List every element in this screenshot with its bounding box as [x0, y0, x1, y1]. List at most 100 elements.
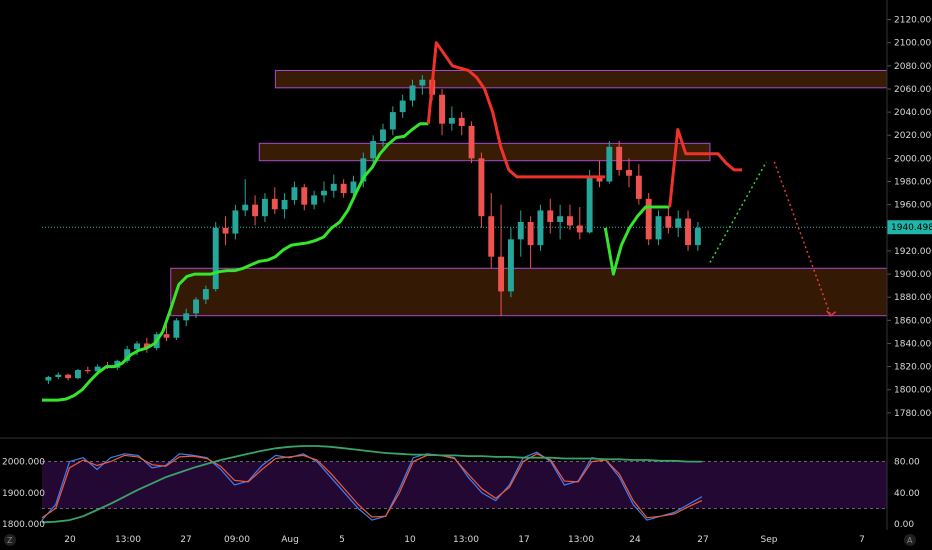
- price-tick-label: 1800.000: [894, 386, 932, 396]
- candles-layer: [45, 75, 701, 384]
- price-tick-label: 2080.000: [894, 62, 932, 72]
- price-tick-label: 2020.000: [894, 131, 932, 141]
- projection-up-line: [709, 161, 767, 263]
- candle-body: [350, 181, 357, 194]
- time-tick-label: 27: [697, 535, 708, 545]
- candle-body: [409, 85, 416, 101]
- candle-body: [527, 222, 534, 246]
- candle-body: [212, 227, 219, 290]
- price-tick-label: 1840.000: [894, 339, 932, 349]
- zone-support: [170, 267, 888, 317]
- price-tick-label: 2120.000: [894, 16, 932, 26]
- price-tick-label: 2040.000: [894, 108, 932, 118]
- price-tick-label: 1920.000: [894, 247, 932, 257]
- time-tick-label: 5: [339, 535, 345, 545]
- time-tick-label: Aug: [281, 535, 299, 545]
- candle-body: [75, 370, 81, 379]
- candle-body: [635, 175, 642, 199]
- oscillator-tick-label: 40.00: [894, 489, 920, 499]
- price-tick-label: 1900.000: [894, 270, 932, 280]
- candle-body: [507, 239, 514, 292]
- candle-body: [576, 225, 583, 233]
- candle-body: [65, 374, 72, 379]
- time-tick-label: Sep: [761, 535, 778, 545]
- trailing-stop-layer: [42, 41, 743, 402]
- candle-body: [143, 343, 150, 349]
- candle-body: [242, 204, 249, 211]
- series-trailing-stop-down-1: [426, 41, 606, 179]
- time-tick-label: 17: [518, 535, 529, 545]
- oscillator-tick-label: 80.00: [894, 458, 920, 468]
- auto-scale-button-icon[interactable]: [904, 534, 916, 546]
- candle-body: [675, 218, 682, 228]
- candle-body: [399, 100, 406, 113]
- time-tick-label: 09:00: [224, 535, 250, 545]
- candle-body: [370, 141, 377, 159]
- candle-body: [645, 198, 652, 240]
- current-price-tag-background: [887, 220, 932, 235]
- oscillator-left-tick-label: 1800.000: [2, 520, 45, 530]
- series-trailing-stop-down-2: [668, 128, 743, 208]
- candle-body: [94, 366, 101, 372]
- candle-body: [45, 377, 52, 381]
- candle-body: [468, 125, 475, 159]
- price-tick-label: 1860.000: [894, 316, 932, 326]
- candle-body: [439, 94, 445, 124]
- candle-body: [232, 210, 239, 234]
- projection-layer: [709, 161, 837, 317]
- candle-body: [311, 195, 318, 205]
- auto-scale-button-glyph: A: [907, 536, 913, 545]
- candle-body: [655, 216, 662, 240]
- candle-body: [183, 313, 190, 321]
- candle-body: [567, 216, 573, 226]
- time-tick-label: 10: [404, 535, 416, 545]
- candle-body: [252, 204, 259, 217]
- candle-body: [626, 169, 632, 176]
- candle-body: [616, 146, 623, 170]
- time-tick-label: 13:00: [115, 535, 141, 545]
- price-tick-label: 1780.000: [894, 409, 932, 419]
- time-tick-label: 27: [180, 535, 191, 545]
- candle-body: [606, 146, 613, 182]
- time-axis[interactable]: 20 13:00 27 09:00 Aug 5 10 13:00 17 13:00 24 27 Sep 7: [64, 535, 865, 545]
- candle-body: [84, 370, 91, 372]
- price-axis[interactable]: 2120.000 2100.000 2080.000 2060.000 2040.000…: [887, 16, 932, 419]
- candle-body: [340, 183, 347, 194]
- time-tick-label: 7: [859, 535, 865, 545]
- current-price-tag: 1940.498: [887, 220, 932, 235]
- series-trailing-stop-up-2: [603, 205, 670, 276]
- candle-body: [586, 175, 593, 233]
- candle-body: [261, 198, 268, 217]
- candle-body: [448, 117, 455, 124]
- candle-body: [488, 216, 495, 257]
- oscillator-panel[interactable]: 80.00 40.00 0.00 2000.000 1900.000 1800.000: [2, 445, 920, 530]
- candle-body: [163, 334, 170, 338]
- zoom-button-icon[interactable]: [4, 534, 16, 546]
- candle-body: [685, 218, 691, 246]
- candle-body: [557, 216, 564, 222]
- candle-body: [478, 158, 485, 217]
- candle-body: [596, 175, 603, 182]
- scale-mode-buttons[interactable]: Z A: [4, 534, 916, 546]
- candle-body: [498, 256, 505, 292]
- oscillator-d-line: [41, 453, 703, 519]
- time-tick-label: 24: [629, 535, 641, 545]
- price-tick-label: 1980.000: [894, 178, 932, 188]
- time-tick-label: 13:00: [568, 535, 594, 545]
- candle-body: [193, 299, 199, 314]
- candle-body: [694, 227, 701, 246]
- candle-body: [547, 210, 554, 222]
- oscillator-ma-line: [41, 445, 702, 524]
- zone-resistance-upper: [274, 69, 888, 89]
- candle-body: [517, 222, 524, 240]
- candle-body: [222, 227, 229, 234]
- candle-body: [360, 158, 367, 182]
- price-tick-label: 2000.000: [894, 154, 932, 164]
- candle-body: [134, 343, 140, 350]
- oscillator-tick-label: 0.00: [894, 520, 914, 530]
- candle-body: [301, 187, 308, 205]
- candle-body: [124, 349, 131, 361]
- candle-body: [665, 216, 672, 228]
- oscillator-band: [42, 461, 887, 509]
